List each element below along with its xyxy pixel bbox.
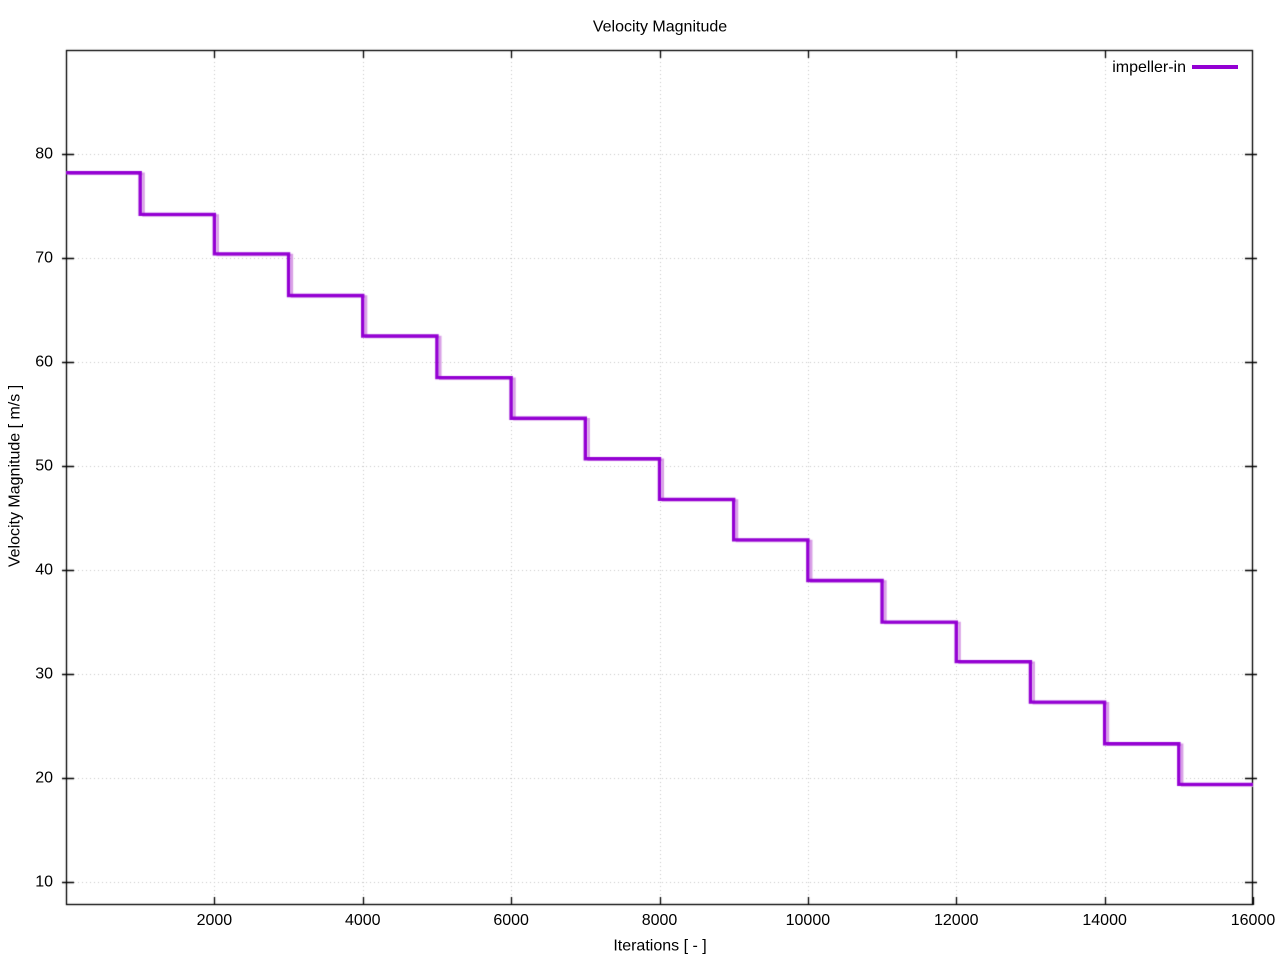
x-tick-label: 12000 [934,912,979,929]
x-tick-label: 2000 [196,912,233,929]
y-tick-label: 80 [35,145,53,163]
y-tick-label: 10 [35,873,53,891]
x-tick-label: 4000 [344,912,381,929]
y-tick-label: 40 [35,561,53,579]
x-axis-label: Iterations [ - ] [613,937,707,955]
y-tick-label: 30 [35,665,53,683]
y-tick-label: 20 [35,769,53,787]
y-tick-label: 50 [35,457,53,475]
x-tick-label: 16000 [1230,912,1276,929]
x-tick-label: 14000 [1082,912,1127,929]
y-tick-label: 60 [35,353,53,371]
legend-line-swatch [1192,65,1238,69]
x-tick-label: 10000 [785,912,831,929]
legend-series-label: impeller-in [1112,59,1186,76]
y-tick-label: 70 [35,249,53,267]
x-tick-label: 8000 [641,912,678,929]
chart-title: Velocity Magnitude [592,18,728,36]
x-tick-label: 6000 [493,912,529,929]
y-axis-label: Velocity Magnitude [ m/s ] [6,384,24,568]
